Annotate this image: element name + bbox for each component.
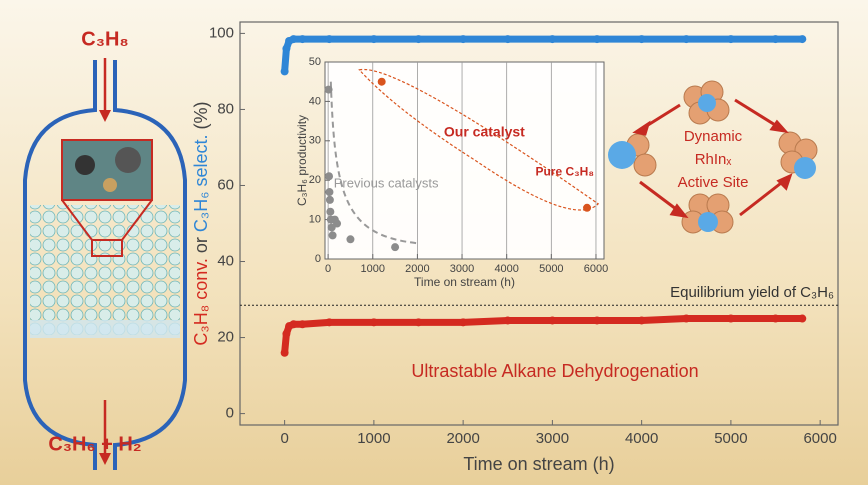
- y-tick-label: 40: [309, 95, 321, 107]
- data-point: [727, 315, 735, 323]
- data-point: [326, 196, 334, 204]
- site-label: RhInₓ: [695, 151, 732, 168]
- data-point: [727, 35, 735, 43]
- y-tick-label: 0: [315, 253, 321, 265]
- reference-label: Equilibrium yield of C₃H₆: [670, 284, 834, 301]
- y-tick-label: 60: [217, 176, 234, 193]
- y-tick-label: 10: [309, 214, 321, 226]
- y-axis-label: C₃H₆ productivity: [295, 115, 309, 206]
- data-point: [798, 35, 806, 43]
- data-point: [325, 172, 333, 180]
- data-point: [638, 35, 646, 43]
- data-point: [772, 315, 780, 323]
- data-point: [378, 78, 386, 86]
- feed-label: C₃H₈: [81, 28, 129, 50]
- data-point: [290, 320, 298, 328]
- data-point: [391, 243, 399, 251]
- x-tick-label: 4000: [625, 430, 658, 447]
- product-label: C₃H₆ + H₂: [48, 433, 141, 455]
- x-tick-label: 3000: [450, 263, 474, 275]
- data-point: [326, 208, 334, 216]
- y-axis-label-part: (%): [191, 101, 211, 129]
- data-point: [459, 318, 467, 326]
- data-point: [682, 35, 690, 43]
- x-tick-label: 2000: [446, 430, 479, 447]
- data-point: [772, 35, 780, 43]
- y-tick-label: 30: [309, 135, 321, 147]
- graphical-abstract: C₃H₈ C₃H₆ + H₂ Dynamic RhInₓ Active Site…: [0, 0, 868, 485]
- data-point: [370, 35, 378, 43]
- y-axis-label-part: C₃H₆ select.: [191, 134, 211, 232]
- data-point: [593, 316, 601, 324]
- data-point: [298, 320, 306, 328]
- x-axis-label: Time on stream (h): [414, 275, 515, 289]
- data-point: [415, 318, 423, 326]
- x-tick-label: 0: [325, 263, 331, 275]
- y-tick-label: 80: [217, 100, 234, 117]
- x-tick-label: 5000: [714, 430, 747, 447]
- data-point: [370, 318, 378, 326]
- data-point: [329, 231, 337, 239]
- data-point: [346, 235, 354, 243]
- x-tick-label: 0: [280, 430, 288, 447]
- x-tick-label: 6000: [584, 263, 608, 275]
- data-point: [290, 35, 298, 43]
- data-point: [282, 45, 290, 53]
- data-point: [282, 330, 290, 338]
- data-point: [325, 35, 333, 43]
- y-tick-label: 20: [309, 174, 321, 186]
- data-point: [325, 318, 333, 326]
- series-label: Previous catalysts: [334, 176, 439, 191]
- data-point: [333, 220, 341, 228]
- site-label: Dynamic: [684, 128, 743, 145]
- data-point: [548, 35, 556, 43]
- data-point: [798, 315, 806, 323]
- y-tick-label: 40: [217, 252, 234, 269]
- data-point: [325, 188, 333, 196]
- data-point: [298, 35, 306, 43]
- x-tick-label: 1000: [357, 430, 390, 447]
- x-tick-label: 4000: [494, 263, 518, 275]
- data-point: [504, 35, 512, 43]
- y-axis-label-part: C₃H₈ conv.: [191, 258, 211, 345]
- series-label: Our catalyst: [444, 124, 525, 140]
- x-axis-label: Time on stream (h): [463, 454, 614, 474]
- data-point: [325, 86, 333, 94]
- data-point: [504, 316, 512, 324]
- plot-frame: [325, 62, 604, 259]
- data-point: [415, 35, 423, 43]
- x-tick-label: 5000: [539, 263, 563, 275]
- x-tick-label: 6000: [803, 430, 836, 447]
- y-axis-label: C₃H₈ conv. or C₃H₆ select. (%): [191, 101, 211, 345]
- y-tick-label: 20: [217, 329, 234, 346]
- data-point: [583, 204, 591, 212]
- x-tick-label: 2000: [405, 263, 429, 275]
- x-tick-label: 1000: [361, 263, 385, 275]
- x-tick-label: 3000: [536, 430, 569, 447]
- site-label: Active Site: [678, 174, 749, 191]
- data-point: [281, 67, 289, 75]
- annotation: Ultrastable Alkane Dehydrogenation: [411, 361, 698, 381]
- y-tick-label: 100: [209, 24, 234, 41]
- data-point: [459, 35, 467, 43]
- y-tick-label: 0: [226, 405, 234, 422]
- y-tick-label: 50: [309, 56, 321, 68]
- y-axis-label-part: or: [191, 237, 211, 253]
- data-point: [548, 316, 556, 324]
- point-label: Pure C₃H₈: [535, 164, 594, 178]
- data-point: [593, 35, 601, 43]
- y-axis-label-part: C₃H₆ productivity: [295, 115, 309, 206]
- data-point: [281, 349, 289, 357]
- data-point: [638, 316, 646, 324]
- data-point: [682, 315, 690, 323]
